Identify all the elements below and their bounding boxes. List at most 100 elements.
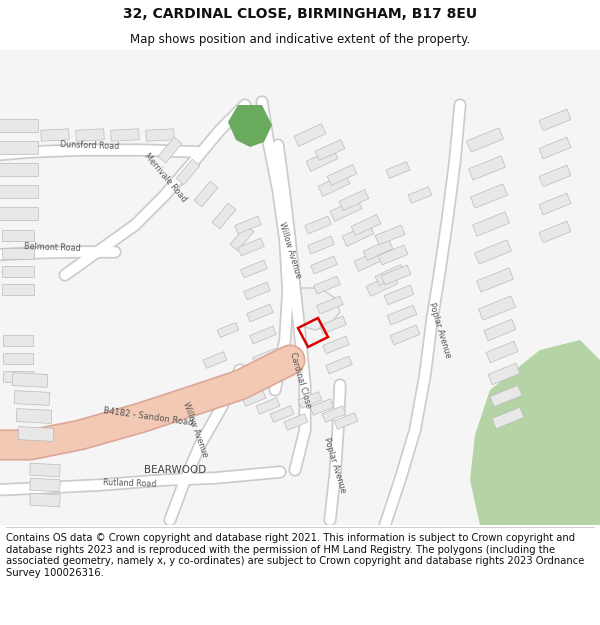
Polygon shape [0,206,38,219]
Polygon shape [470,184,508,208]
Polygon shape [384,285,414,305]
Polygon shape [158,138,182,162]
Polygon shape [18,427,54,441]
Polygon shape [2,266,34,276]
Polygon shape [484,319,516,341]
Polygon shape [30,478,60,492]
Polygon shape [228,105,272,147]
Polygon shape [314,276,340,294]
Polygon shape [41,129,69,141]
Polygon shape [247,304,273,322]
Polygon shape [176,159,200,185]
Polygon shape [242,390,266,406]
Polygon shape [2,248,34,259]
Polygon shape [3,371,33,381]
Polygon shape [2,229,34,241]
Polygon shape [306,149,338,171]
Polygon shape [375,225,405,245]
Polygon shape [256,370,282,388]
Polygon shape [539,165,571,187]
Text: Cardinal Close: Cardinal Close [287,351,313,409]
Polygon shape [315,139,345,161]
Polygon shape [3,334,33,346]
Polygon shape [305,216,331,234]
Polygon shape [334,412,358,429]
Polygon shape [16,409,52,423]
Polygon shape [323,336,349,354]
Polygon shape [351,214,381,236]
Text: Belmont Road: Belmont Road [23,241,80,252]
Polygon shape [111,129,139,141]
Text: BEARWOOD: BEARWOOD [144,465,206,475]
Polygon shape [256,398,280,414]
Polygon shape [320,316,346,334]
Polygon shape [238,238,264,256]
Polygon shape [539,193,571,215]
Polygon shape [241,260,267,278]
Polygon shape [366,274,398,296]
Polygon shape [308,236,334,254]
Polygon shape [488,363,520,385]
Polygon shape [342,224,374,246]
Polygon shape [492,408,524,429]
Polygon shape [354,249,386,271]
Polygon shape [322,406,346,422]
Polygon shape [375,264,405,286]
Polygon shape [235,216,261,234]
Polygon shape [490,385,522,407]
Polygon shape [327,164,357,186]
Polygon shape [539,221,571,243]
Polygon shape [339,189,369,211]
Polygon shape [470,340,600,525]
Polygon shape [76,129,104,141]
Polygon shape [217,322,239,338]
Polygon shape [284,414,308,430]
Text: Merrivale Road: Merrivale Road [142,152,188,204]
Text: Contains OS data © Crown copyright and database right 2021. This information is : Contains OS data © Crown copyright and d… [6,533,584,578]
Polygon shape [270,406,294,422]
Text: Willow Avenue: Willow Avenue [181,401,209,459]
Text: Map shows position and indicative extent of the property.: Map shows position and indicative extent… [130,32,470,46]
Polygon shape [479,296,515,320]
Text: Poplar Avenue: Poplar Avenue [322,436,348,494]
Polygon shape [330,199,362,221]
Polygon shape [475,240,511,264]
Polygon shape [386,162,410,178]
Polygon shape [298,392,322,408]
Text: Rutland Road: Rutland Road [103,478,157,488]
Polygon shape [194,181,218,207]
Polygon shape [3,352,33,364]
Polygon shape [467,128,503,152]
Polygon shape [0,119,38,131]
Polygon shape [539,138,571,159]
Polygon shape [326,356,352,374]
Polygon shape [539,109,571,131]
Text: Willow Avenue: Willow Avenue [277,221,303,279]
Polygon shape [203,352,227,368]
Polygon shape [253,348,279,366]
Polygon shape [228,382,252,398]
Polygon shape [230,225,254,251]
Polygon shape [486,341,518,362]
Polygon shape [30,463,60,477]
Polygon shape [381,265,411,285]
Polygon shape [318,174,350,196]
Polygon shape [0,184,38,198]
Polygon shape [473,212,509,236]
Polygon shape [285,288,340,330]
Polygon shape [390,325,420,345]
Polygon shape [408,187,432,203]
Text: 32, CARDINAL CLOSE, BIRMINGHAM, B17 8EU: 32, CARDINAL CLOSE, BIRMINGHAM, B17 8EU [123,6,477,21]
Polygon shape [244,282,270,300]
Polygon shape [317,296,343,314]
Text: B4182 - Sandon Road: B4182 - Sandon Road [103,406,193,428]
Polygon shape [12,372,48,388]
Polygon shape [294,124,326,146]
Polygon shape [250,326,276,344]
Polygon shape [378,245,408,265]
Polygon shape [212,203,236,229]
Polygon shape [0,162,38,176]
Polygon shape [30,493,60,507]
Polygon shape [469,156,505,180]
Text: Poplar Avenue: Poplar Avenue [427,301,453,359]
